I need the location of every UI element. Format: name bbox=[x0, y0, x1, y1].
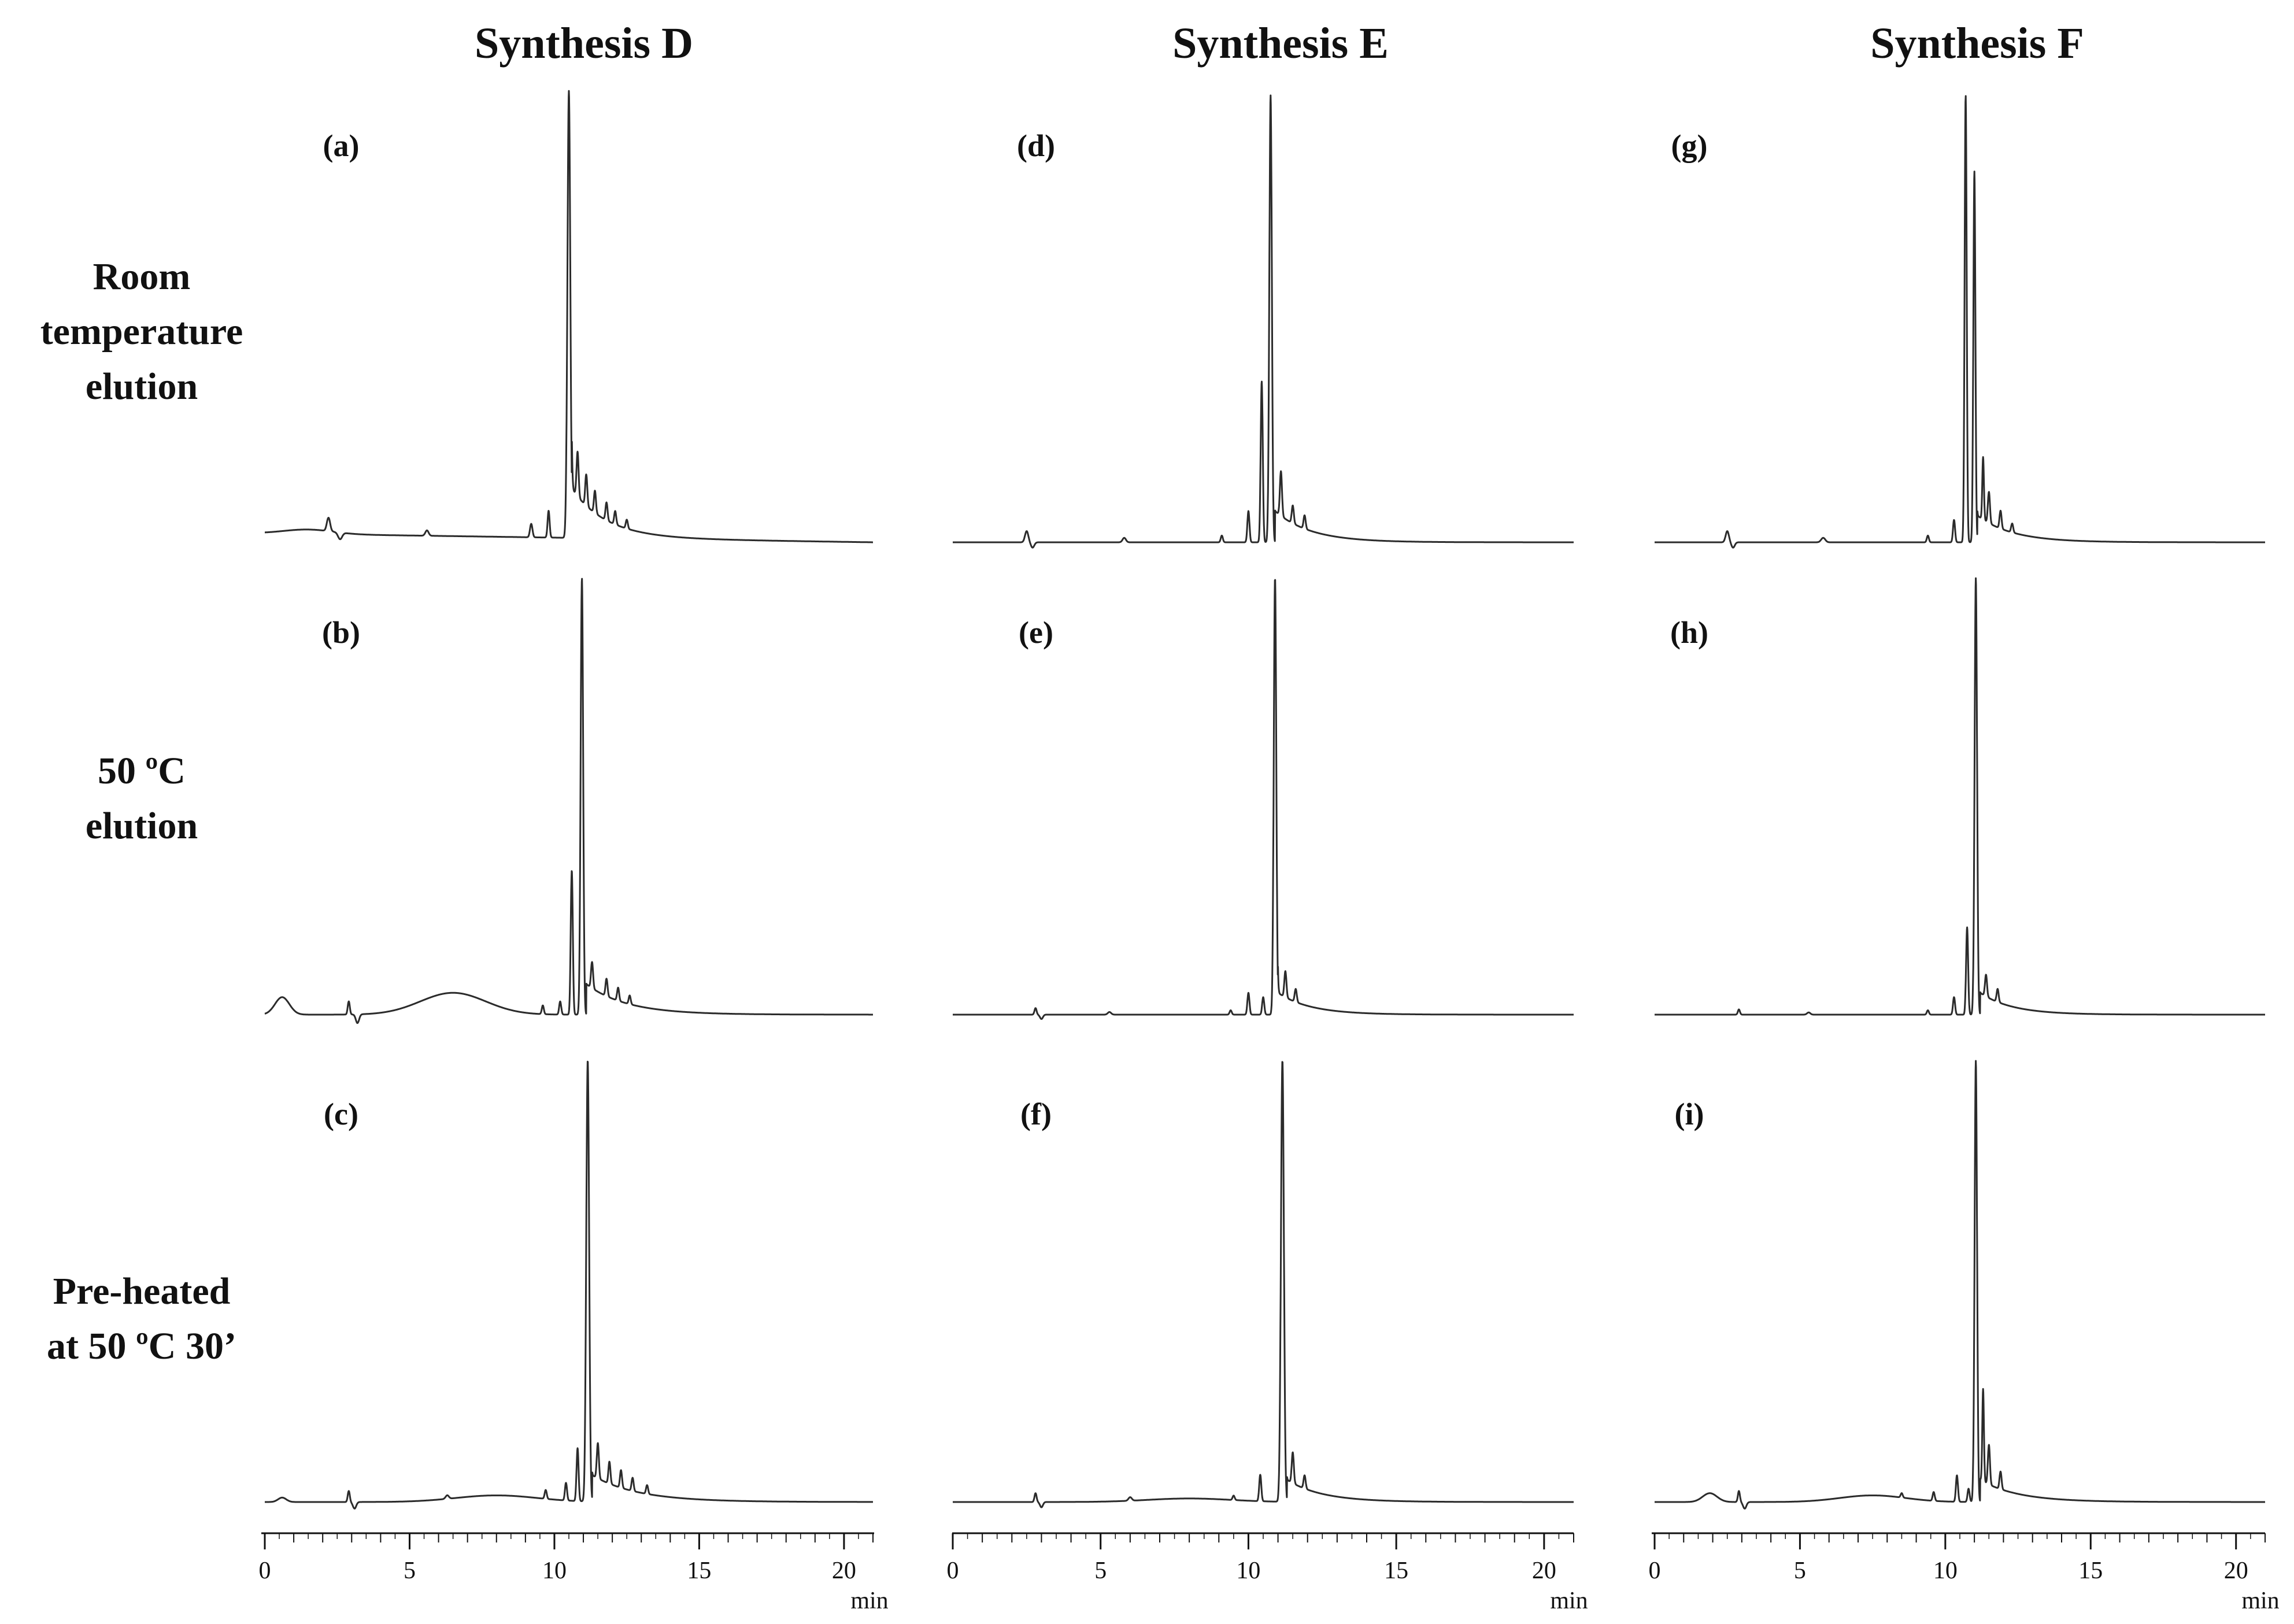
x-axis-unit-label: min bbox=[1550, 1588, 1588, 1614]
chromatogram-panel: (a) bbox=[264, 90, 874, 543]
chromatogram-panel: (e) bbox=[952, 579, 1575, 1020]
chromatogram-panel: (i) bbox=[1653, 1060, 2266, 1510]
chromatogram-trace bbox=[952, 94, 1575, 549]
row-label-line: 50 ºC bbox=[98, 750, 186, 792]
x-axis-unit-label: min bbox=[2241, 1588, 2279, 1614]
panel-label: (g) bbox=[1671, 128, 1708, 163]
x-axis-tick-label: 15 bbox=[687, 1558, 711, 1584]
row-label-line: at 50 ºC 30’ bbox=[47, 1325, 236, 1367]
row-label-room-temperature-elution: Room temperature elution bbox=[40, 256, 243, 408]
column-title-synthesis-f: Synthesis F bbox=[1870, 19, 2084, 68]
panel-label: (a) bbox=[323, 128, 360, 163]
panel-label: (c) bbox=[324, 1097, 358, 1131]
x-axis: 0 5 10 15 20 min bbox=[1649, 1532, 2280, 1614]
panel-label: (d) bbox=[1017, 128, 1055, 163]
row-label-pre-heated: Pre-heated at 50 ºC 30’ bbox=[47, 1270, 236, 1367]
chromatogram-trace bbox=[952, 579, 1575, 1020]
x-axis-tick-label: 5 bbox=[1794, 1558, 1806, 1584]
x-axis-tick-label: 20 bbox=[1532, 1558, 1556, 1584]
chromatogram-trace bbox=[264, 90, 874, 543]
panel-label: (b) bbox=[322, 615, 360, 650]
x-axis-tick-label: 0 bbox=[1649, 1558, 1661, 1584]
panel-label: (f) bbox=[1020, 1097, 1052, 1131]
chromatogram-trace bbox=[264, 1060, 874, 1510]
x-axis-tick-label: 15 bbox=[1384, 1558, 1408, 1584]
chromatogram-trace bbox=[1653, 1060, 2266, 1510]
row-label-line: temperature bbox=[40, 310, 243, 353]
chromatogram-panel: (h) bbox=[1653, 577, 2266, 1016]
panel-label: (h) bbox=[1670, 615, 1708, 650]
chromatogram-panel: (d) bbox=[952, 94, 1575, 549]
chromatogram-panel: (g) bbox=[1653, 95, 2266, 549]
chromatogram-trace bbox=[264, 578, 874, 1024]
x-axis: 0 5 10 15 20 min bbox=[259, 1532, 889, 1614]
panel-label: (i) bbox=[1675, 1097, 1704, 1131]
x-axis-tick-label: 15 bbox=[2078, 1558, 2103, 1584]
x-axis-tick-label: 20 bbox=[2224, 1558, 2248, 1584]
chromatogram-trace bbox=[1653, 95, 2266, 549]
column-title-synthesis-d: Synthesis D bbox=[475, 19, 693, 68]
x-axes: 0 5 10 15 20 min 0 5 10 15 20 min 0 5 10 15 20 min bbox=[259, 1532, 2280, 1614]
row-label-line: elution bbox=[86, 365, 198, 408]
x-axis: 0 5 10 15 20 min bbox=[947, 1532, 1588, 1614]
chromatogram-panel: (f) bbox=[952, 1061, 1575, 1508]
x-axis-tick-label: 0 bbox=[947, 1558, 959, 1584]
panel-label: (e) bbox=[1019, 615, 1053, 650]
chromatogram-trace bbox=[1653, 577, 2266, 1016]
x-axis-tick-label: 0 bbox=[259, 1558, 271, 1584]
row-label-line: Pre-heated bbox=[53, 1270, 231, 1312]
x-axis-tick-label: 5 bbox=[404, 1558, 416, 1584]
x-axis-tick-label: 10 bbox=[1236, 1558, 1260, 1584]
x-axis-tick-label: 10 bbox=[1933, 1558, 1958, 1584]
chromatogram-panel: (b) bbox=[264, 578, 874, 1024]
chromatogram-panel: (c) bbox=[264, 1060, 874, 1510]
chromatogram-trace bbox=[952, 1061, 1575, 1508]
x-axis-tick-label: 10 bbox=[542, 1558, 567, 1584]
row-label-line: elution bbox=[86, 805, 198, 847]
column-title-synthesis-e: Synthesis E bbox=[1172, 19, 1389, 68]
row-label-line: Room bbox=[93, 256, 191, 298]
x-axis-tick-label: 20 bbox=[832, 1558, 856, 1584]
x-axis-tick-label: 5 bbox=[1094, 1558, 1107, 1584]
chromatogram-panels: (a) (b) (c) (d) (e) (f) (g) (h) (i) bbox=[264, 90, 2266, 1510]
row-label-50c-elution: 50 ºC elution bbox=[86, 750, 198, 847]
x-axis-unit-label: min bbox=[850, 1588, 888, 1614]
